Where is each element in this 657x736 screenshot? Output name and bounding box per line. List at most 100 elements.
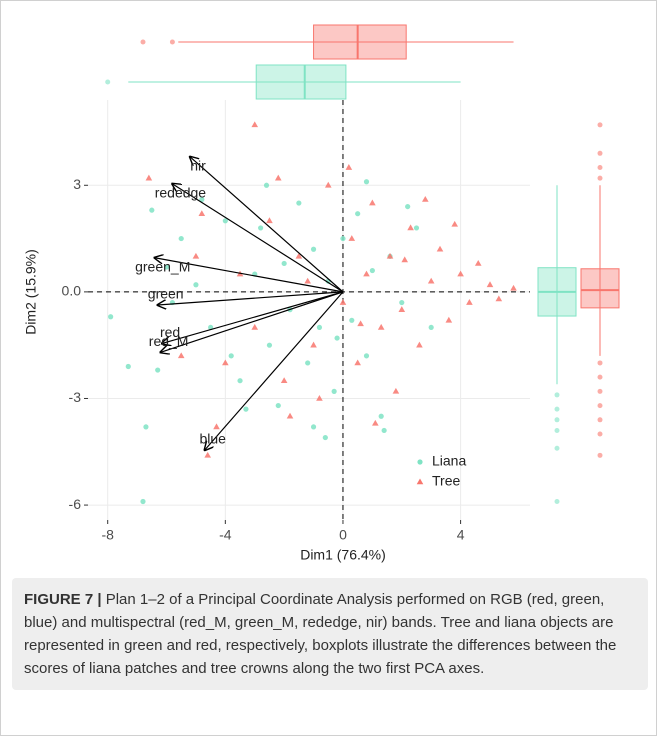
outlier bbox=[554, 392, 560, 398]
point bbox=[316, 324, 323, 331]
point bbox=[451, 220, 459, 227]
outlier bbox=[554, 406, 560, 412]
point bbox=[177, 352, 185, 359]
y-axis-title: Dim2 (15.9%) bbox=[23, 249, 39, 335]
outlier bbox=[597, 452, 603, 458]
point bbox=[334, 335, 340, 341]
legend-label: Liana bbox=[432, 453, 466, 469]
point bbox=[199, 196, 205, 203]
box bbox=[255, 64, 347, 100]
point bbox=[340, 235, 346, 242]
outlier bbox=[597, 374, 603, 380]
box bbox=[313, 24, 407, 60]
x-tick-label: -4 bbox=[219, 527, 232, 543]
point bbox=[428, 324, 434, 331]
loading-label: blue bbox=[200, 431, 227, 447]
outlier bbox=[140, 39, 146, 45]
loading-arrow bbox=[158, 291, 344, 305]
outlier bbox=[597, 175, 603, 181]
outlier bbox=[169, 39, 175, 45]
point bbox=[296, 200, 302, 206]
point bbox=[243, 406, 249, 412]
outlier bbox=[597, 403, 603, 409]
point bbox=[348, 235, 356, 241]
outlier bbox=[554, 445, 560, 451]
loading-label: green bbox=[148, 286, 184, 302]
point bbox=[275, 402, 281, 409]
y-tick-label: 3 bbox=[73, 176, 81, 192]
point bbox=[125, 363, 131, 370]
point bbox=[445, 316, 453, 323]
point bbox=[280, 377, 288, 384]
point bbox=[281, 260, 287, 267]
point bbox=[192, 252, 200, 259]
point bbox=[357, 320, 364, 327]
box bbox=[580, 268, 620, 309]
point bbox=[305, 360, 311, 366]
point bbox=[295, 252, 303, 259]
point bbox=[204, 451, 211, 458]
point bbox=[266, 342, 273, 348]
loading-arrow bbox=[161, 291, 344, 352]
point bbox=[322, 434, 328, 441]
outlier bbox=[597, 122, 603, 128]
point bbox=[143, 424, 149, 430]
point bbox=[378, 413, 384, 419]
point bbox=[457, 270, 464, 277]
point bbox=[495, 295, 503, 302]
point bbox=[140, 498, 146, 505]
x-tick-label: 4 bbox=[457, 527, 465, 543]
loading-arrow bbox=[162, 291, 344, 344]
point bbox=[228, 353, 234, 359]
outlier bbox=[597, 165, 603, 171]
caption-label: FIGURE 7 | bbox=[24, 591, 102, 608]
loading-label: red bbox=[160, 324, 180, 340]
point bbox=[286, 412, 294, 419]
point bbox=[407, 224, 414, 231]
point bbox=[304, 277, 311, 284]
point bbox=[274, 174, 282, 181]
x-tick-label: -8 bbox=[101, 527, 114, 543]
point bbox=[339, 299, 347, 305]
y-tick-label: -3 bbox=[69, 389, 82, 405]
point bbox=[324, 181, 332, 188]
point bbox=[310, 246, 317, 252]
point bbox=[413, 225, 420, 231]
point bbox=[198, 210, 206, 217]
point bbox=[416, 341, 423, 348]
point bbox=[237, 378, 243, 384]
loading-label: red_M bbox=[149, 333, 189, 349]
point bbox=[193, 282, 199, 288]
outlier bbox=[597, 150, 603, 156]
outlier bbox=[554, 499, 560, 505]
point bbox=[510, 284, 517, 291]
loading-arrow bbox=[205, 291, 344, 450]
outlier bbox=[597, 431, 603, 437]
point bbox=[363, 179, 370, 185]
point bbox=[310, 424, 317, 430]
point bbox=[258, 225, 264, 231]
point bbox=[354, 359, 361, 366]
point bbox=[149, 207, 155, 213]
outlier bbox=[597, 360, 603, 366]
point bbox=[427, 277, 435, 284]
loading-label: nir bbox=[190, 158, 206, 174]
outlier bbox=[554, 417, 560, 423]
point bbox=[363, 270, 370, 277]
loading-arrow bbox=[155, 258, 344, 293]
point bbox=[405, 203, 411, 210]
loading-label: green_M bbox=[135, 258, 190, 274]
point bbox=[222, 359, 229, 366]
point bbox=[399, 299, 405, 306]
point bbox=[163, 264, 170, 270]
outlier bbox=[105, 79, 111, 85]
point bbox=[331, 388, 337, 394]
point bbox=[422, 195, 429, 202]
point bbox=[222, 218, 228, 224]
point bbox=[386, 252, 394, 259]
caption-text: Plan 1–2 of a Principal Coordinate Analy… bbox=[24, 591, 617, 677]
caption: FIGURE 7 | Plan 1–2 of a Principal Coord… bbox=[12, 578, 648, 690]
loading-label: rededge bbox=[155, 185, 207, 201]
loading-arrow bbox=[190, 157, 344, 293]
x-axis-title: Dim1 (76.4%) bbox=[300, 547, 386, 563]
